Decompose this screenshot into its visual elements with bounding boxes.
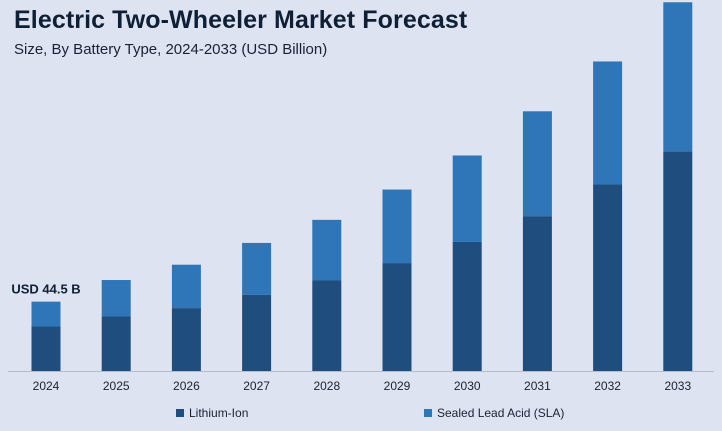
x-tick-label-2031: 2031 <box>524 379 551 393</box>
bar-2026-sealed-lead-acid-sla <box>171 264 201 309</box>
legend-item-sla: Sealed Lead Acid (SLA) <box>424 406 564 420</box>
bar-2032-sealed-lead-acid-sla <box>593 61 623 185</box>
x-tick-label-2030: 2030 <box>454 379 481 393</box>
legend-label-lithium-ion: Lithium-Ion <box>189 406 249 420</box>
chart-title: Electric Two-Wheeler Market Forecast <box>14 6 468 34</box>
x-tick-label-2032: 2032 <box>594 379 621 393</box>
legend-item-lithium-ion: Lithium-Ion <box>176 406 248 420</box>
bar-2029-lithium-ion <box>382 263 412 371</box>
x-tick-label-2025: 2025 <box>103 379 130 393</box>
bar-2033-lithium-ion <box>663 151 693 371</box>
bar-2025-sealed-lead-acid-sla <box>101 280 131 317</box>
x-tick-label-2029: 2029 <box>384 379 411 393</box>
bar-2033-sealed-lead-acid-sla <box>663 2 693 152</box>
bar-2028-lithium-ion <box>312 280 342 371</box>
x-tick-label-2028: 2028 <box>313 379 340 393</box>
legend-label-sla: Sealed Lead Acid (SLA) <box>437 406 565 420</box>
bar-2032-lithium-ion <box>593 184 623 371</box>
bar-2030-sealed-lead-acid-sla <box>452 155 482 242</box>
bar-2031-lithium-ion <box>522 216 552 371</box>
legend: Lithium-Ion Sealed Lead Acid (SLA) <box>0 406 722 424</box>
stacked-bar-chart: 2024 2025 2026 2027 2028 2029 2030 2031 2032 2033… <box>8 2 714 393</box>
legend-swatch-lithium-ion <box>176 409 184 417</box>
bar-2027-lithium-ion <box>242 294 272 371</box>
annotation-2024: USD 44.5 B <box>11 282 80 297</box>
bar-2024-sealed-lead-acid-sla <box>31 301 61 327</box>
x-tick-label-2024: 2024 <box>33 379 60 393</box>
x-tick-label-2026: 2026 <box>173 379 200 393</box>
x-tick-label-2033: 2033 <box>664 379 691 393</box>
bar-2025-lithium-ion <box>101 316 131 371</box>
legend-swatch-sla <box>424 409 432 417</box>
bar-2026-lithium-ion <box>171 308 201 371</box>
bar-2027-sealed-lead-acid-sla <box>242 242 272 295</box>
x-tick-label-2027: 2027 <box>243 379 270 393</box>
bar-2029-sealed-lead-acid-sla <box>382 189 412 264</box>
bar-2024-lithium-ion <box>31 326 61 371</box>
bar-2028-sealed-lead-acid-sla <box>312 219 342 281</box>
bar-2031-sealed-lead-acid-sla <box>522 111 552 217</box>
bar-2030-lithium-ion <box>452 241 482 371</box>
chart-subtitle: Size, By Battery Type, 2024-2033 (USD Bi… <box>14 41 328 58</box>
